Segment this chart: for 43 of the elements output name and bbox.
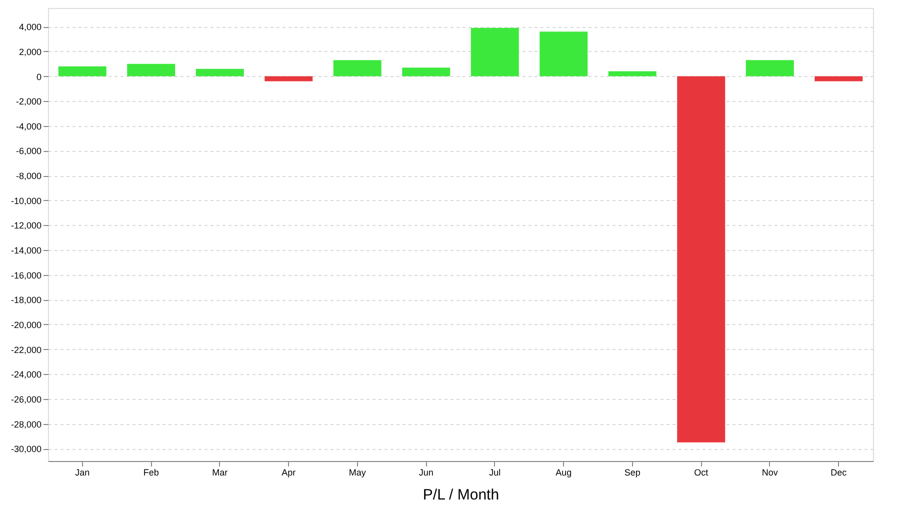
y-tick-label: -8,000 [16,171,42,182]
y-tick-label: -18,000 [10,295,42,306]
x-tick-label: Mar [212,468,228,478]
y-tick-label: -20,000 [10,320,42,330]
y-tick-label: 4,000 [18,22,42,32]
y-tick-label: -6,000 [16,146,42,156]
y-tick-label: 0 [36,72,42,82]
x-axis-title: P/L / Month [422,486,500,504]
x-tick-label: Apr [282,468,296,478]
bar [677,76,726,442]
y-tick-label: -10,000 [10,196,42,206]
bar [814,76,863,82]
bar [540,32,588,76]
x-tick-label: Jun [418,468,434,478]
x-tick-label: Aug [556,468,572,478]
y-tick-label: -22,000 [10,344,42,355]
x-tick-label: Feb [143,468,159,478]
y-tick-label: -26,000 [10,394,42,404]
bar [746,60,794,76]
bar [470,28,519,76]
x-tick-label: Jan [75,468,90,478]
y-tick-label: -24,000 [10,370,42,380]
bar [333,60,382,76]
bar [127,64,176,76]
x-tick-label: Nov [762,468,778,478]
y-tick-label: -28,000 [10,419,42,430]
bar [402,68,450,76]
bar [196,68,244,76]
y-tick-label: -12,000 [10,220,42,231]
y-tick-label: -2,000 [16,96,42,107]
y-tick-label: -30,000 [10,444,42,454]
bar [264,76,313,82]
x-tick-label: Sep [624,468,640,478]
y-tick-label: -16,000 [10,270,42,280]
x-tick-label: Dec [830,468,848,478]
y-tick-label: 2,000 [18,46,42,57]
x-tick-label: May [348,468,366,478]
x-tick-label: Oct [694,468,709,478]
bar [58,66,106,76]
y-tick-label: -14,000 [10,246,42,256]
x-tick-label: Jul [489,468,501,478]
bar [608,71,656,76]
y-tick-label: -4,000 [16,121,42,132]
